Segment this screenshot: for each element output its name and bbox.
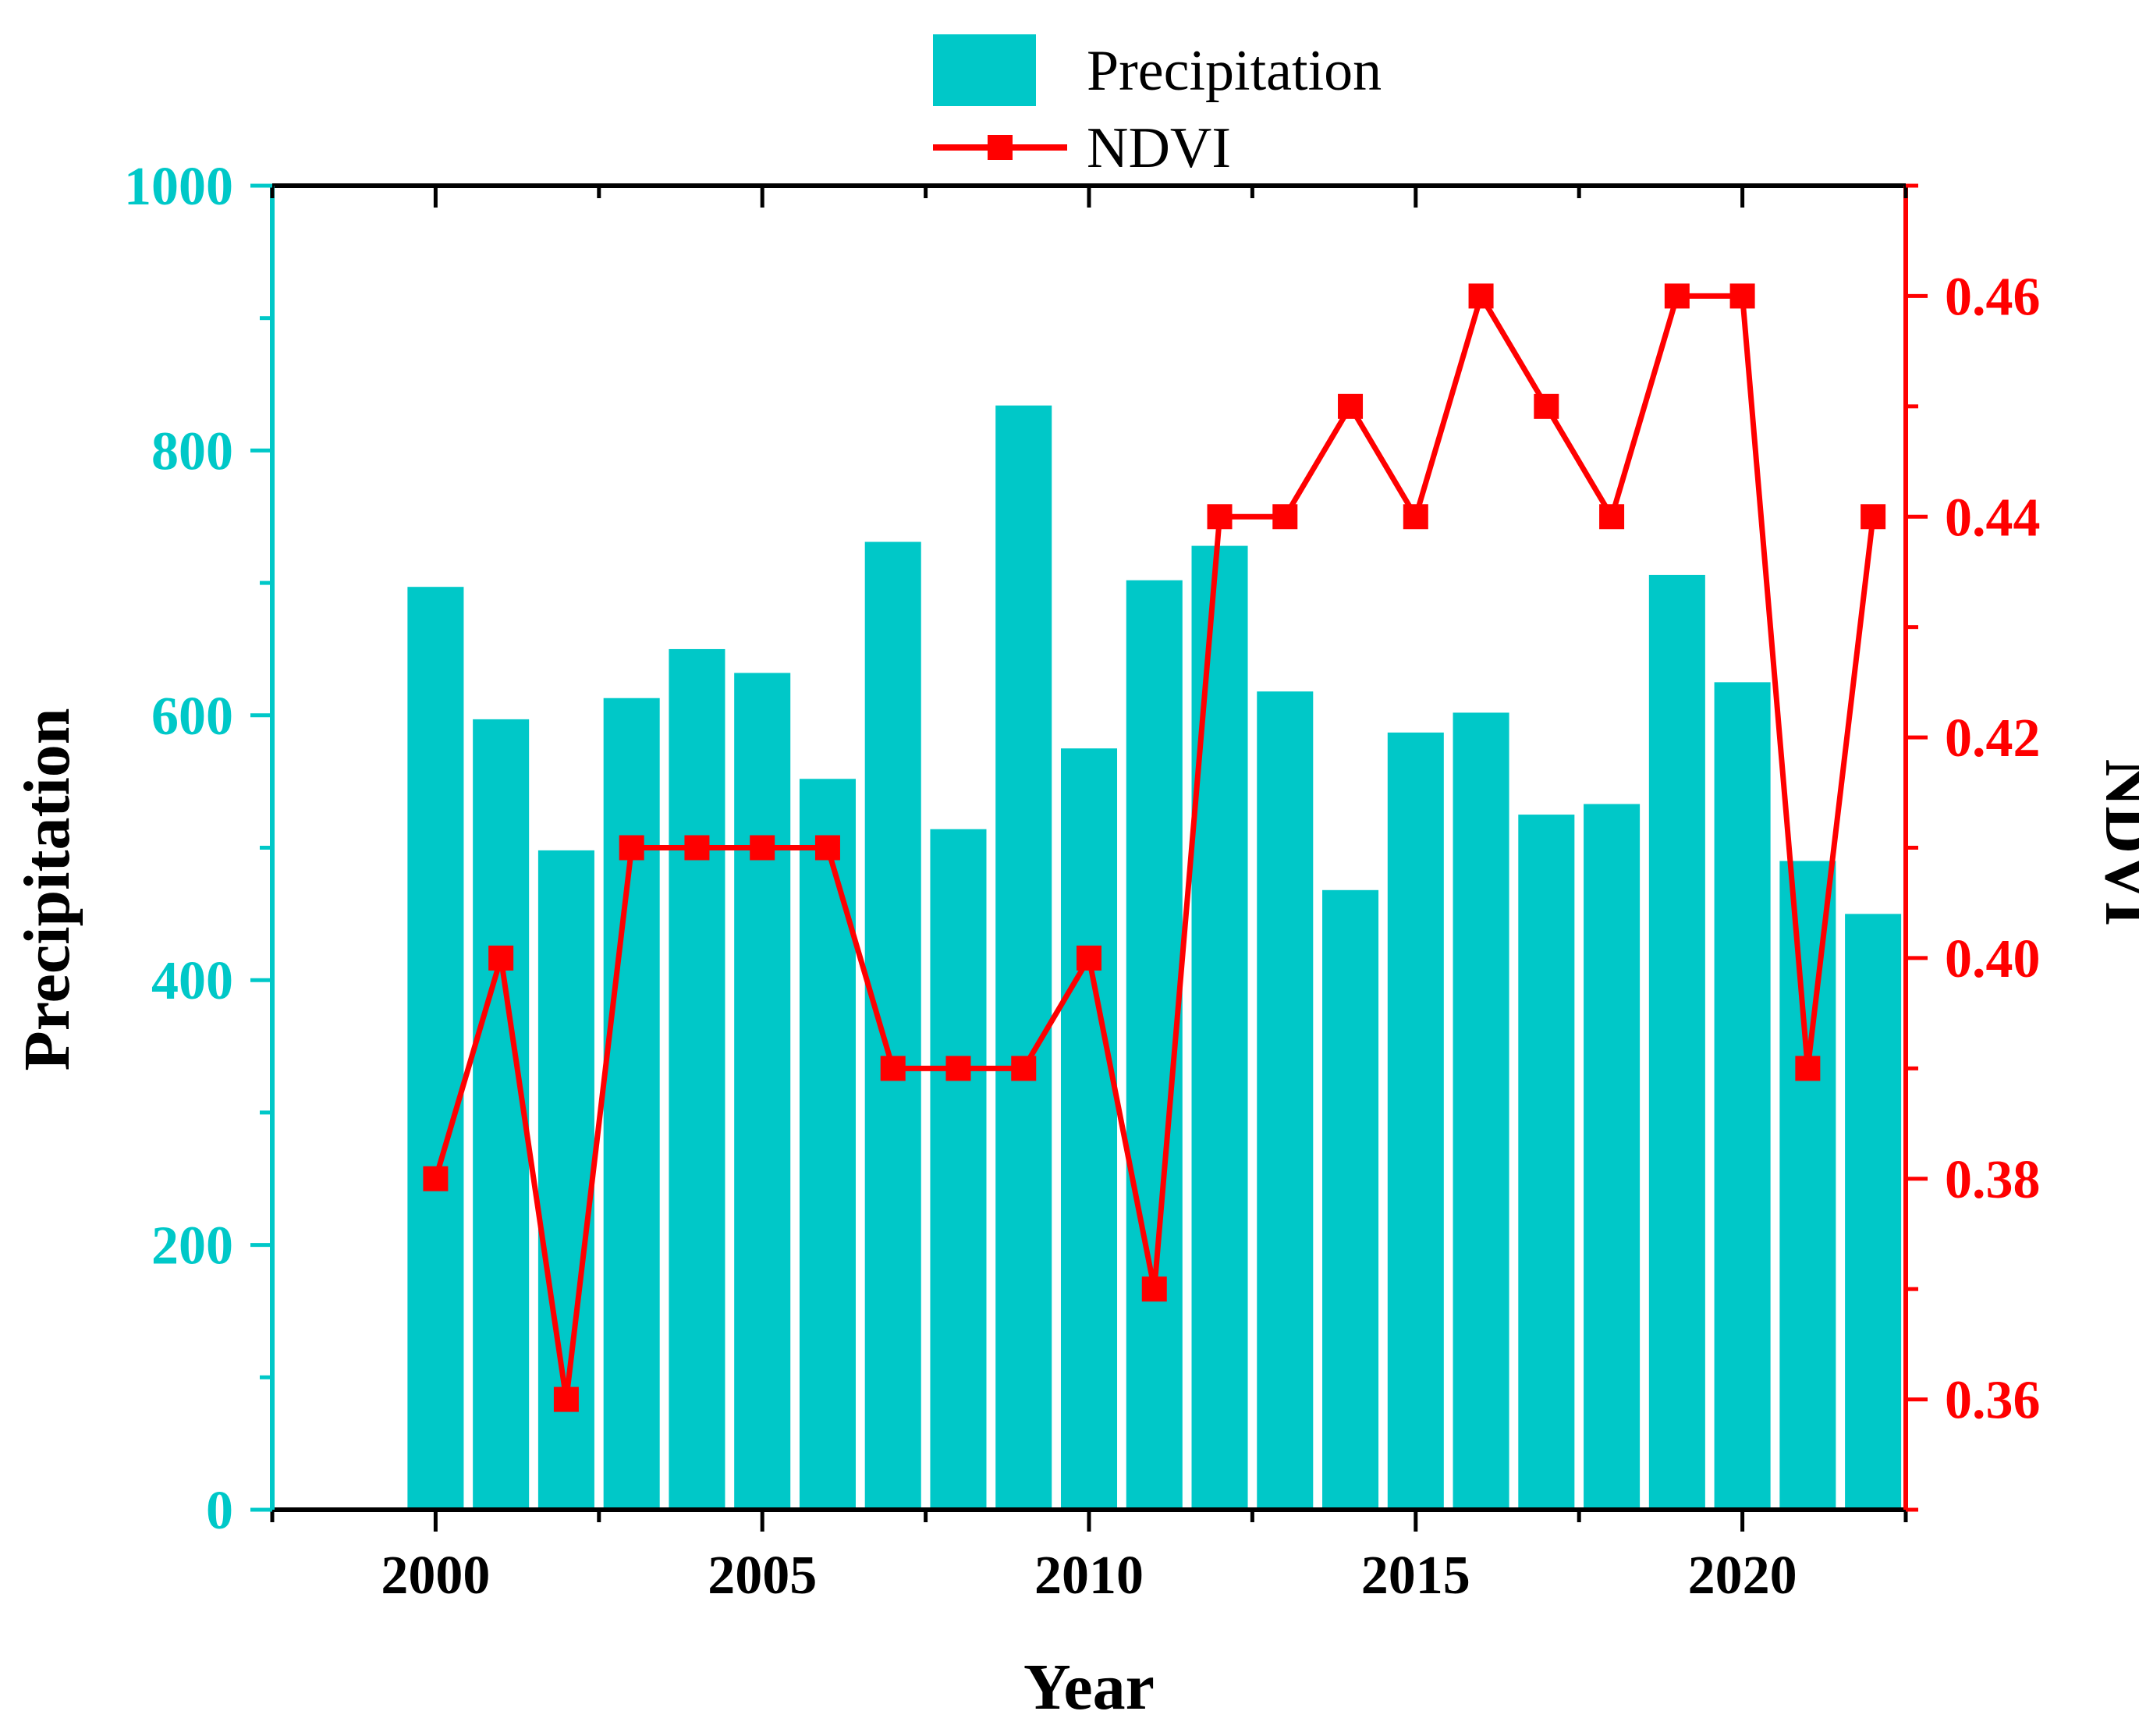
ndvi-point-2012 (1207, 504, 1233, 530)
precipitation-bar-2001 (473, 719, 530, 1510)
legend-ndvi-marker (988, 135, 1013, 160)
y-left-tick-label-400: 400 (151, 951, 233, 1011)
precipitation-bar-2020 (1714, 682, 1771, 1510)
y-left-tick-label-200: 200 (151, 1216, 233, 1276)
legend: Precipitation NDVI (933, 34, 1382, 180)
precipitation-bar-2010 (1060, 748, 1118, 1510)
ndvi-point-2018 (1599, 504, 1625, 530)
y-left-axis-title: Precipitation (11, 708, 83, 1070)
ndvi-point-2008 (945, 1056, 971, 1081)
ndvi-point-2006 (814, 835, 840, 861)
y-right-tick-label-0.46: 0.46 (1945, 267, 2041, 327)
ndvi-point-2022 (1861, 504, 1886, 530)
ndvi-line (423, 283, 1886, 1412)
ndvi-point-2004 (684, 835, 710, 861)
precipitation-bar-2018 (1584, 804, 1641, 1510)
y-right-tick-label-0.44: 0.44 (1945, 488, 2041, 548)
precipitation-bar-2019 (1648, 574, 1705, 1511)
precipitation-bar-2014 (1322, 889, 1379, 1510)
ndvi-point-2021 (1795, 1056, 1821, 1081)
ndvi-point-2011 (1141, 1276, 1167, 1302)
ndvi-point-2002 (553, 1386, 579, 1412)
precipitation-bar-2022 (1845, 914, 1902, 1510)
precipitation-bar-2013 (1257, 691, 1314, 1510)
precipitation-bar-2009 (995, 405, 1052, 1510)
y-right-axis-title: NDVI (2091, 759, 2139, 927)
ndvi-point-2009 (1011, 1056, 1037, 1081)
x-tick-label-2005: 2005 (708, 1546, 817, 1606)
precipitation-bars (407, 405, 1902, 1511)
x-tick-label-2010: 2010 (1034, 1546, 1144, 1606)
ndvi-point-2013 (1272, 504, 1298, 530)
y-right-tick-label-0.38: 0.38 (1945, 1150, 2041, 1210)
y-right-tick-label-0.42: 0.42 (1945, 708, 2041, 769)
ndvi-point-2007 (880, 1056, 906, 1081)
legend-precipitation-swatch (933, 34, 1036, 106)
ndvi-point-2005 (750, 835, 775, 861)
ndvi-point-2010 (1077, 945, 1101, 971)
y-right-tick-label-0.36: 0.36 (1945, 1371, 2041, 1431)
y-left-tick-label-800: 800 (151, 421, 233, 481)
precipitation-bar-2012 (1191, 545, 1248, 1510)
ndvi-point-2003 (619, 835, 644, 861)
ndvi-point-2020 (1729, 283, 1755, 309)
precipitation-bar-2015 (1387, 732, 1444, 1510)
y-left-tick-label-1000: 1000 (124, 157, 233, 217)
ndvi-point-2019 (1664, 283, 1690, 309)
axes (250, 183, 1928, 1532)
precipitation-bar-2017 (1518, 815, 1575, 1510)
legend-ndvi-label: NDVI (1087, 116, 1231, 180)
tick-labels: 2000 2005 2010 2015 2020 0 200 400 600 800 1000 0.3… (124, 157, 2041, 1606)
x-tick-label-2000: 2000 (381, 1546, 490, 1606)
precipitation-bar-2006 (799, 779, 856, 1510)
precipitation-bar-2008 (930, 829, 987, 1510)
x-axis-title: Year (1023, 1651, 1155, 1724)
y-left-tick-label-600: 600 (151, 687, 233, 747)
ndvi-point-2014 (1338, 393, 1364, 419)
precipitation-bar-2021 (1779, 861, 1836, 1510)
ndvi-point-2017 (1534, 393, 1559, 419)
y-right-tick-label-0.40: 0.40 (1945, 929, 2041, 989)
y-left-tick-label-0: 0 (206, 1481, 233, 1541)
x-tick-label-2020: 2020 (1688, 1546, 1797, 1606)
precipitation-bar-2007 (864, 541, 921, 1511)
ndvi-point-2001 (488, 945, 514, 971)
precipitation-bar-2005 (734, 673, 791, 1510)
precipitation-bar-2000 (407, 587, 464, 1511)
legend-precipitation-label: Precipitation (1087, 39, 1382, 103)
precipitation-bar-2004 (669, 648, 725, 1511)
precipitation-bar-2016 (1453, 712, 1509, 1510)
ndvi-point-2000 (423, 1166, 449, 1191)
x-tick-label-2015: 2015 (1361, 1546, 1470, 1606)
ndvi-point-2015 (1403, 504, 1428, 530)
ndvi-point-2016 (1468, 283, 1494, 309)
precipitation-bar-2003 (603, 698, 660, 1510)
